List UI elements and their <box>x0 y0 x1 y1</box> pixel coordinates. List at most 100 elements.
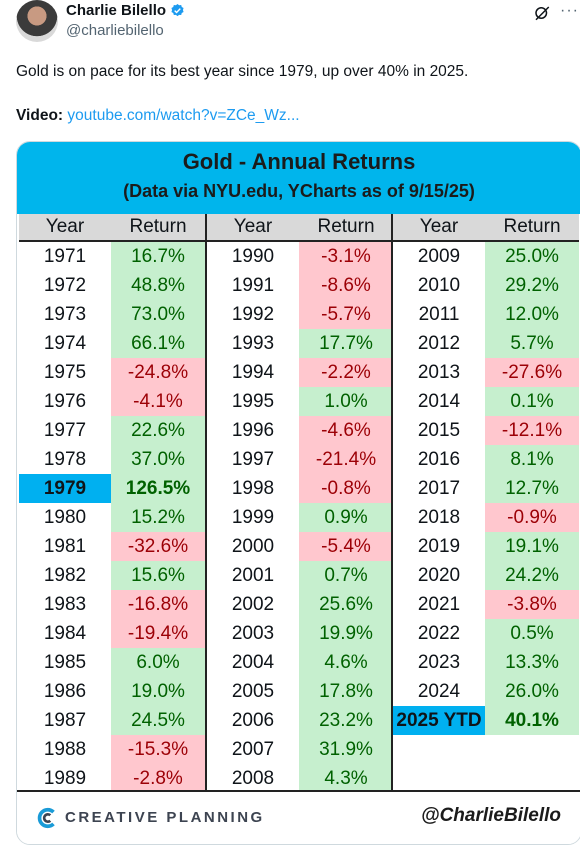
return-cell: 1.0% <box>299 387 393 416</box>
table-row: 2002 25.6% <box>207 590 393 619</box>
return-cell: 8.1% <box>485 445 579 474</box>
table-row: 1993 17.7% <box>207 329 393 358</box>
table-row: 2004 4.6% <box>207 648 393 677</box>
table-row: 1998 -0.8% <box>207 474 393 503</box>
year-cell: 2007 <box>231 739 275 760</box>
table-row: 1972 48.8% <box>19 271 205 300</box>
return-cell: -2.2% <box>299 358 393 387</box>
return-cell: 37.0% <box>111 445 205 474</box>
table-row: 2020 24.2% <box>393 561 579 590</box>
return-cell: -15.3% <box>111 735 205 764</box>
table-column-1: Year Return 1971 16.7% 1972 48.8% 1973 73.0% 1… <box>19 214 205 793</box>
return-cell: 40.1% <box>485 706 579 735</box>
return-cell: 13.3% <box>485 648 579 677</box>
year-cell: 1986 <box>43 681 87 702</box>
table-row: 2007 31.9% <box>207 735 393 764</box>
year-cell: 1971 <box>43 246 87 267</box>
return-cell: 26.0% <box>485 677 579 706</box>
return-cell: -21.4% <box>299 445 393 474</box>
table-row: 2008 4.3% <box>207 764 393 793</box>
year-cell: 2010 <box>417 275 461 296</box>
table-row: 1994 -2.2% <box>207 358 393 387</box>
return-cell: 17.8% <box>299 677 393 706</box>
table-row: 2025 YTD 40.1% <box>393 706 579 735</box>
table-subtitle: (Data via NYU.edu, YCharts as of 9/15/25… <box>123 181 475 201</box>
return-cell: 4.3% <box>299 764 393 793</box>
return-cell: 12.7% <box>485 474 579 503</box>
header-year: Year <box>419 216 459 237</box>
table-row: 1973 73.0% <box>19 300 205 329</box>
year-cell: 1977 <box>43 420 87 441</box>
video-link[interactable]: youtube.com/watch?v=ZCe_Wz... <box>67 107 300 124</box>
return-cell: 29.2% <box>485 271 579 300</box>
return-cell: -5.7% <box>299 300 393 329</box>
year-cell: 2006 <box>231 710 275 731</box>
year-cell: 2013 <box>417 362 461 383</box>
return-cell: 25.0% <box>485 242 579 271</box>
author-handle[interactable]: @charliebilello <box>66 22 164 39</box>
table-row: 2015 -12.1% <box>393 416 579 445</box>
return-cell: 17.7% <box>299 329 393 358</box>
table-row: 2013 -27.6% <box>393 358 579 387</box>
header-return: Return <box>129 216 187 237</box>
return-cell: 66.1% <box>111 329 205 358</box>
table-column-3: Year Return 2009 25.0% 2010 29.2% 2011 12.0% 2… <box>391 214 579 790</box>
attached-image[interactable]: Gold - Annual Returns (Data via NYU.edu,… <box>16 141 580 845</box>
year-cell: 2004 <box>231 652 275 673</box>
table-title: Gold - Annual Returns <box>182 149 416 174</box>
more-options-icon[interactable]: ··· <box>560 2 579 19</box>
video-label: Video: <box>16 107 64 124</box>
table-row: 1981 -32.6% <box>19 532 205 561</box>
return-cell: -4.1% <box>111 387 205 416</box>
return-cell: 19.0% <box>111 677 205 706</box>
table-row: 1990 -3.1% <box>207 242 393 271</box>
header-year: Year <box>233 216 273 237</box>
return-cell: 0.1% <box>485 387 579 416</box>
year-cell: 1972 <box>43 275 87 296</box>
table-row: 2019 19.1% <box>393 532 579 561</box>
table-column-2: Year Return 1990 -3.1% 1991 -8.6% 1992 -5.7% 1… <box>205 214 393 793</box>
year-cell: 1980 <box>43 507 87 528</box>
table-row: 2017 12.7% <box>393 474 579 503</box>
title-band: Gold - Annual Returns (Data via NYU.edu,… <box>17 142 580 214</box>
return-cell: -24.8% <box>111 358 205 387</box>
table-row: 1979 126.5% <box>19 474 205 503</box>
year-cell: 1990 <box>231 246 275 267</box>
return-cell: -32.6% <box>111 532 205 561</box>
table-row: 1975 -24.8% <box>19 358 205 387</box>
year-cell: 1995 <box>231 391 275 412</box>
video-line: Video: youtube.com/watch?v=ZCe_Wz... <box>16 107 300 125</box>
year-cell: 1973 <box>43 304 87 325</box>
table-row: 1984 -19.4% <box>19 619 205 648</box>
table-row: 1974 66.1% <box>19 329 205 358</box>
tweet-text: Gold is on pace for its best year since … <box>16 63 469 80</box>
table-row: 2012 5.7% <box>393 329 579 358</box>
author-avatar[interactable] <box>16 0 58 42</box>
table-row: 1978 37.0% <box>19 445 205 474</box>
year-cell: 2002 <box>231 594 275 615</box>
year-cell: 2008 <box>231 768 275 789</box>
return-cell: -8.6% <box>299 271 393 300</box>
year-cell: 2021 <box>417 594 461 615</box>
return-cell: 6.0% <box>111 648 205 677</box>
author-name[interactable]: Charlie Bilello <box>66 2 167 19</box>
year-cell: 2012 <box>417 333 461 354</box>
return-cell: -19.4% <box>111 619 205 648</box>
year-cell: 2000 <box>231 536 275 557</box>
table-row: 2022 0.5% <box>393 619 579 648</box>
return-cell: 15.6% <box>111 561 205 590</box>
table-row: 2003 19.9% <box>207 619 393 648</box>
return-cell: 4.6% <box>299 648 393 677</box>
return-cell: 126.5% <box>111 474 205 503</box>
returns-table: Year Return 1971 16.7% 1972 48.8% 1973 73.0% 1… <box>19 214 579 793</box>
table-row: 2016 8.1% <box>393 445 579 474</box>
table-row: 2018 -0.9% <box>393 503 579 532</box>
table-row: 1971 16.7% <box>19 242 205 271</box>
return-cell: 23.2% <box>299 706 393 735</box>
grok-icon[interactable] <box>533 4 551 22</box>
table-row: 2024 26.0% <box>393 677 579 706</box>
return-cell: 12.0% <box>485 300 579 329</box>
return-cell: -27.6% <box>485 358 579 387</box>
return-cell: 19.1% <box>485 532 579 561</box>
year-cell: 2025 YTD <box>393 706 485 735</box>
